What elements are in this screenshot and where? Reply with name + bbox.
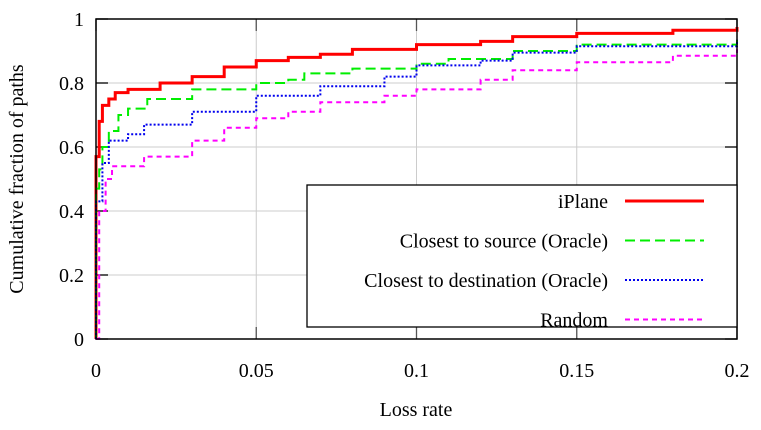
- series-line-iplane: [94, 27, 739, 339]
- x-tick-label: 0: [91, 360, 101, 382]
- y-tick-label: 0.4: [59, 201, 84, 223]
- series-line-random: [96, 49, 738, 340]
- y-axis-label: Cumulative fraction of paths: [6, 64, 28, 294]
- plot-frame: [95, 18, 738, 340]
- x-tick-label: 0.1: [404, 360, 429, 382]
- legend-label: Closest to destination (Oracle): [364, 270, 608, 292]
- x-tick-label: 0.05: [239, 360, 274, 382]
- legend-box: [306, 184, 738, 328]
- series-line-closest-to-destination-oracle: [95, 39, 738, 339]
- y-tick-label: 0.6: [59, 137, 84, 159]
- y-tick-label: 0.2: [59, 265, 84, 287]
- series-lines: [94, 27, 739, 340]
- ticks: 0 0.2 0.4 0.6 0.8 1 0 0.05 0.1 0.15 0.2: [59, 9, 750, 382]
- y-tick-label: 0.8: [59, 73, 84, 95]
- y-tick-label: 1: [74, 9, 84, 31]
- legend-label: iPlane: [558, 191, 608, 213]
- y-tick-label: 0: [74, 329, 84, 351]
- legend-label: Closest to source (Oracle): [400, 231, 608, 253]
- x-axis-label: Loss rate: [380, 399, 453, 421]
- legend: iPlane Closest to source (Oracle) Closest …: [306, 184, 738, 332]
- x-tick-label: 0.15: [559, 360, 594, 382]
- series-line-closest-to-source-oracle: [95, 38, 738, 339]
- x-tick-label: 0.2: [725, 360, 750, 382]
- legend-label: Random: [540, 310, 608, 332]
